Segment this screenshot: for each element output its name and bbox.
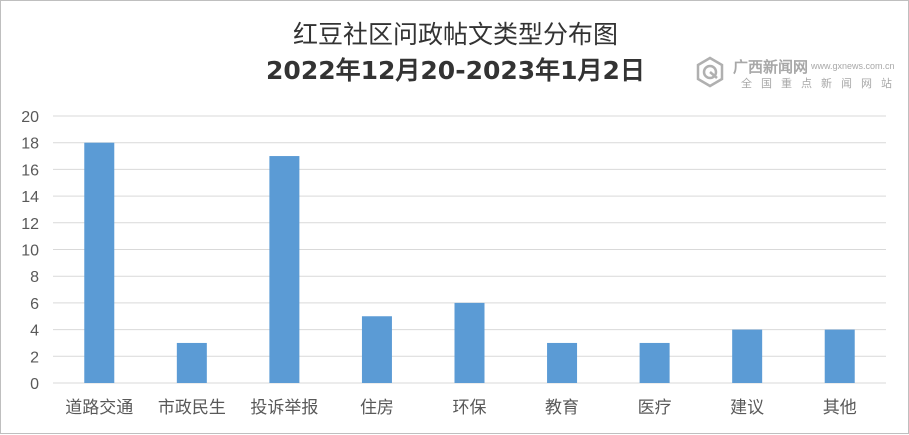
chart-subtitle: 2022年12月20-2023年1月2日 bbox=[266, 56, 645, 85]
bar bbox=[269, 156, 300, 383]
y-tick-label: 18 bbox=[21, 136, 39, 153]
y-tick-label: 4 bbox=[30, 323, 39, 340]
y-tick-label: 12 bbox=[21, 216, 39, 233]
bar bbox=[732, 329, 763, 383]
bar bbox=[824, 329, 855, 383]
x-tick-label: 住房 bbox=[360, 398, 394, 418]
y-tick-label: 6 bbox=[30, 296, 39, 313]
x-tick-label: 建议 bbox=[730, 398, 764, 418]
watermark: 广西新闻网 www.gxnews.com.cn 全国重点新闻网站 bbox=[695, 56, 907, 92]
bar bbox=[639, 342, 670, 383]
y-tick-label: 14 bbox=[21, 189, 39, 206]
bar bbox=[547, 342, 578, 383]
y-tick-label: 10 bbox=[21, 243, 39, 260]
watermark-name: 广西新闻网 bbox=[733, 58, 809, 76]
x-tick-label: 其他 bbox=[823, 398, 857, 418]
watermark-sub: 全国重点新闻网站 bbox=[741, 77, 901, 90]
y-tick-label: 0 bbox=[30, 376, 39, 393]
chart-title: 红豆社区问政帖文类型分布图 bbox=[292, 20, 618, 49]
y-tick-label: 16 bbox=[21, 162, 39, 179]
y-tick-label: 20 bbox=[21, 109, 39, 126]
bar bbox=[361, 316, 392, 383]
y-tick-label: 8 bbox=[30, 269, 39, 286]
y-tick-label: 2 bbox=[30, 349, 39, 366]
x-tick-label: 市政民生 bbox=[158, 398, 226, 418]
x-tick-label: 道路交通 bbox=[65, 398, 133, 418]
bar bbox=[176, 342, 207, 383]
gxnews-logo-icon bbox=[696, 56, 724, 88]
bar bbox=[84, 142, 115, 383]
x-tick-label: 环保 bbox=[453, 398, 487, 418]
x-tick-label: 医疗 bbox=[638, 398, 672, 418]
x-tick-label: 教育 bbox=[545, 398, 579, 418]
bar bbox=[454, 302, 485, 383]
x-tick-label: 投诉举报 bbox=[250, 398, 318, 418]
watermark-url: www.gxnews.com.cn bbox=[811, 61, 895, 71]
